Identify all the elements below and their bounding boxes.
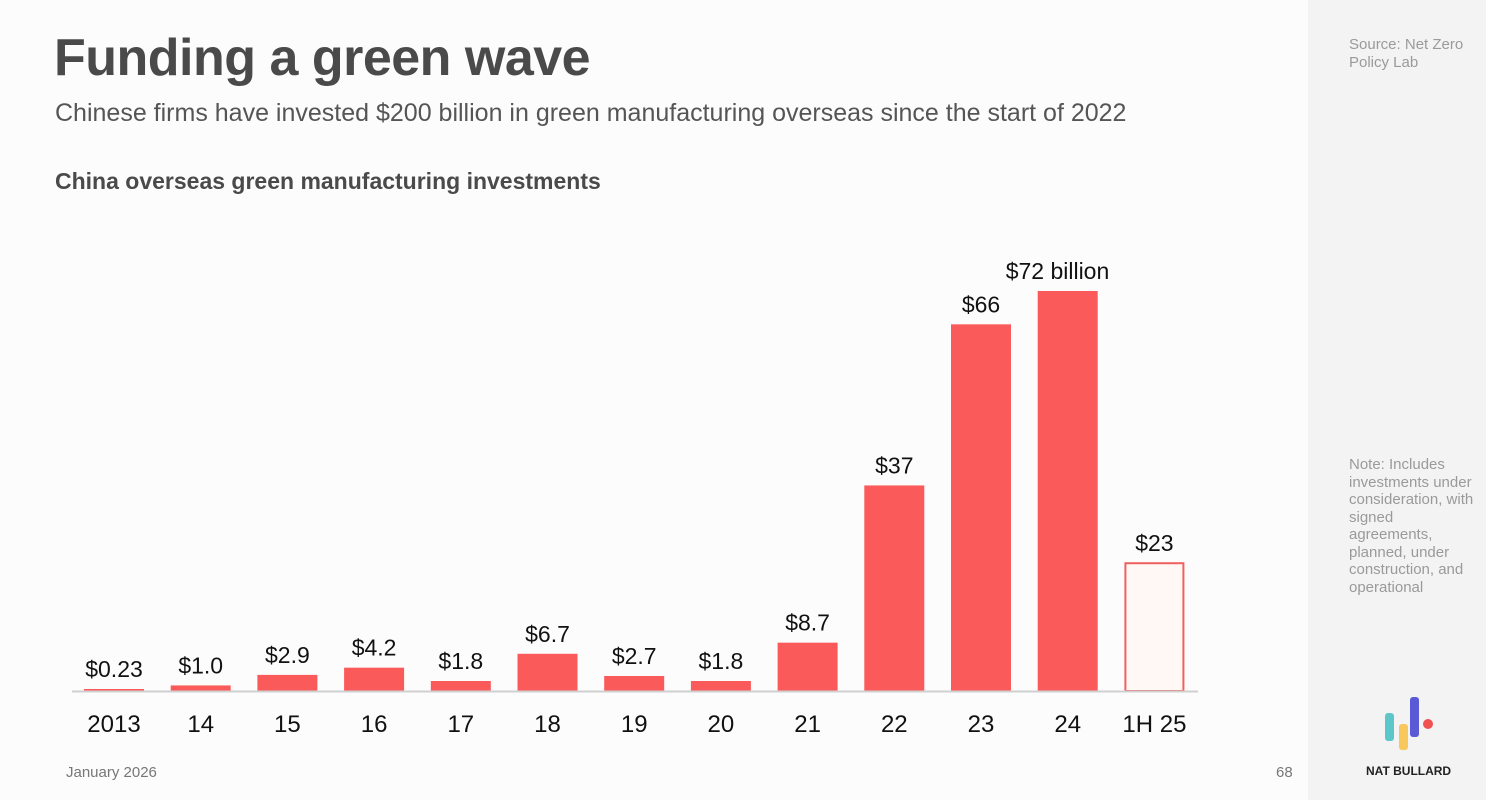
bar	[430, 681, 491, 691]
bar	[257, 674, 318, 691]
x-tick-label: 15	[274, 711, 301, 738]
sidebar	[1308, 0, 1486, 800]
data-label: $1.8	[438, 648, 483, 674]
data-label: $4.2	[352, 635, 397, 661]
x-tick-label: 18	[534, 711, 561, 738]
x-tick-label: 1H 25	[1122, 711, 1186, 738]
brand-name: NAT BULLARD	[1366, 764, 1452, 778]
x-tick-label: 23	[968, 711, 995, 738]
bar	[517, 653, 578, 691]
x-tick-label: 14	[187, 711, 214, 738]
x-tick-label: 2013	[87, 711, 140, 738]
x-tick-label: 20	[708, 711, 735, 738]
bar	[1037, 291, 1098, 691]
bar	[951, 324, 1011, 691]
page-subtitle: Chinese firms have invested $200 billion…	[55, 99, 1127, 127]
data-label: $72 billion	[1006, 258, 1110, 284]
x-tick-label: 21	[794, 711, 821, 738]
data-label: $1.0	[178, 652, 223, 678]
data-label: $23	[1135, 530, 1173, 556]
chart-title: China overseas green manufacturing inves…	[55, 168, 601, 194]
data-label: $8.7	[785, 610, 830, 636]
data-label: $0.23	[85, 656, 143, 682]
data-label: $37	[875, 452, 913, 478]
bar	[170, 685, 231, 691]
page-number: 68	[1276, 764, 1293, 781]
data-label: $1.8	[699, 648, 744, 674]
data-label: $66	[962, 291, 1000, 317]
data-label: $2.9	[265, 642, 310, 668]
bar	[84, 689, 144, 691]
x-tick-label: 17	[447, 711, 474, 738]
bar	[604, 676, 665, 691]
bar	[344, 667, 405, 691]
data-label: $6.7	[525, 621, 570, 647]
x-tick-label: 19	[621, 711, 648, 738]
bar	[690, 681, 751, 691]
x-tick-label: 22	[881, 711, 908, 738]
bar	[777, 642, 838, 691]
brand-logo-icon	[1385, 697, 1433, 750]
bar	[864, 485, 925, 691]
date: January 2026	[66, 764, 157, 781]
bar-chart: $0.23 2013 $1.0 14 $2.9 15 $4.2 16 $1.8 17 $6.7 18 $…	[72, 258, 1198, 738]
footnote: Note: Includes investments under conside…	[1349, 456, 1474, 596]
x-tick-label: 16	[361, 711, 388, 738]
data-label: $2.7	[612, 643, 657, 669]
source-note: Source: Net Zero Policy Lab	[1349, 36, 1464, 71]
page-title: Funding a green wave	[54, 29, 591, 87]
x-tick-label: 24	[1054, 711, 1081, 738]
bar	[1124, 562, 1185, 693]
